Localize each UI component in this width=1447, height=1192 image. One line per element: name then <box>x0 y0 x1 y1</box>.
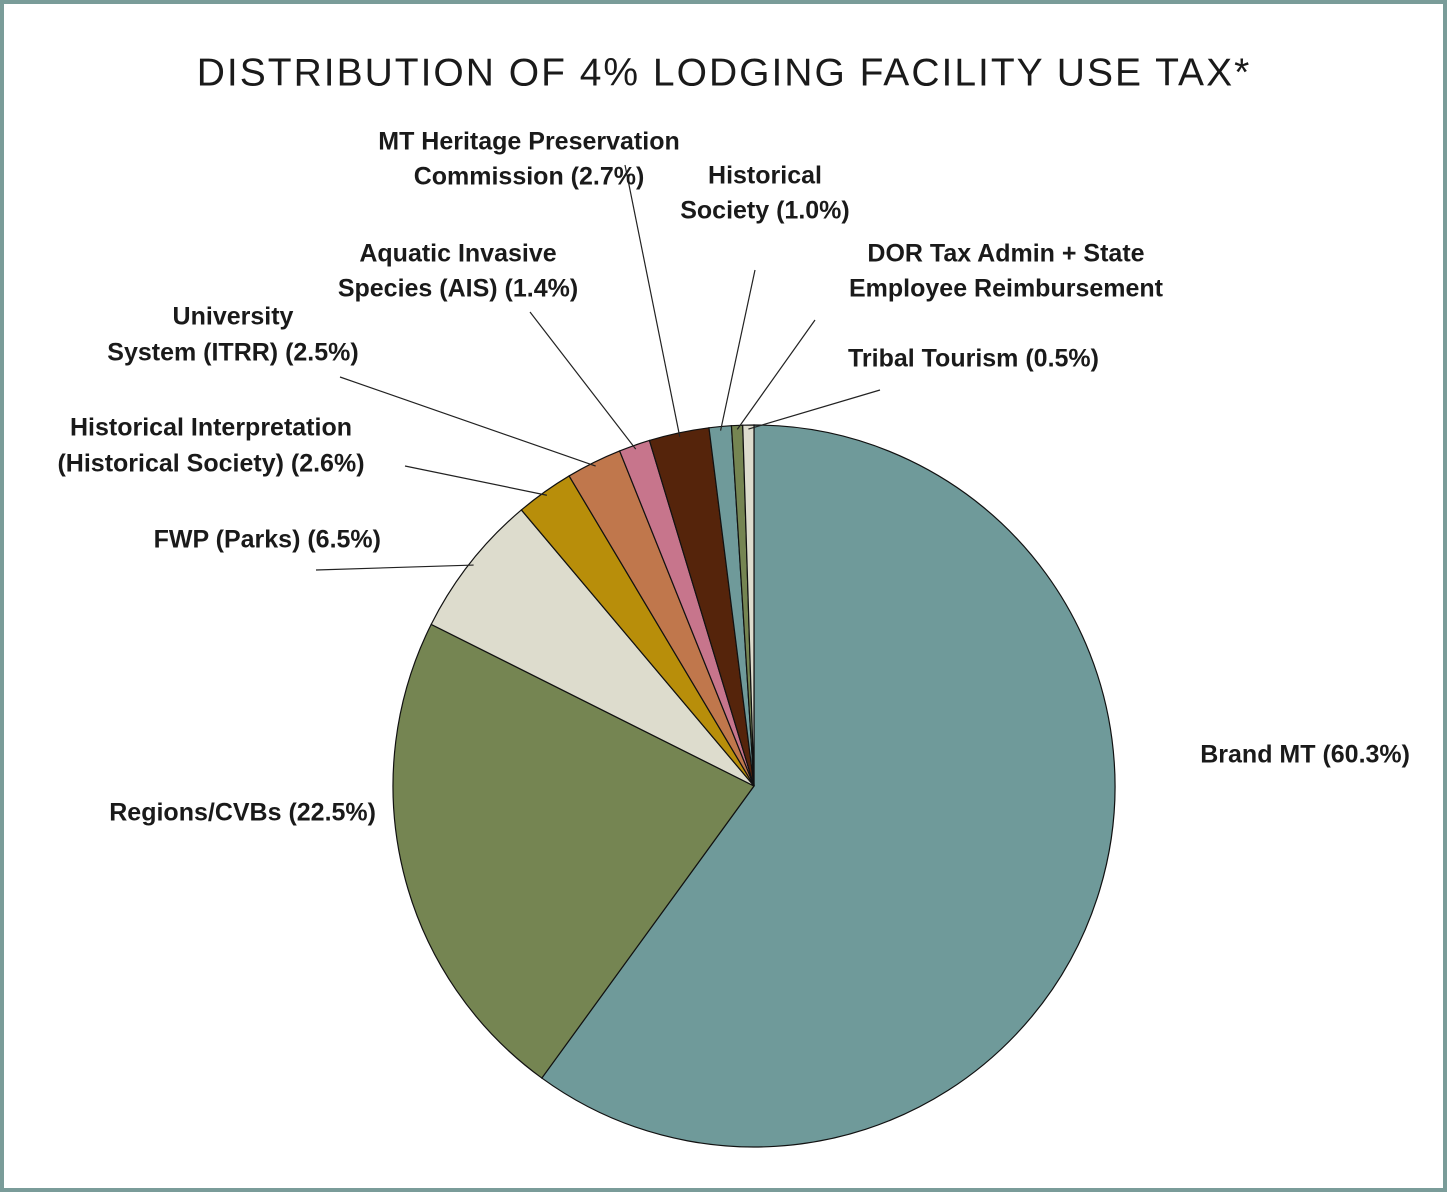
slice-label: Tribal Tourism (0.5%) <box>848 345 1099 373</box>
pie-slice <box>742 424 755 787</box>
leader-line <box>719 269 756 431</box>
slice-label: Employee Reimbursement <box>849 275 1164 303</box>
slice-label: MT Heritage Preservation <box>378 128 680 156</box>
pie-slice <box>540 424 1116 1148</box>
slice-label: Aquatic Invasive <box>359 240 556 268</box>
chart-title: DISTRIBUTION OF 4% LODGING FACILITY USE … <box>197 51 1252 94</box>
leader-line <box>339 376 596 467</box>
pie-slice <box>392 623 755 1079</box>
pie-slice <box>430 509 755 787</box>
slice-label: Historical <box>708 162 822 190</box>
slice-label: Commission (2.7%) <box>414 163 645 191</box>
slice-label: University <box>173 303 294 331</box>
leader-line <box>404 465 547 496</box>
leader-line <box>736 319 816 430</box>
slice-label: Brand MT (60.3%) <box>1200 741 1410 769</box>
leader-line <box>624 164 681 437</box>
slice-label: Society (1.0%) <box>680 197 850 225</box>
slice-label: Regions/CVBs (22.5%) <box>109 799 376 827</box>
slice-label: DOR Tax Admin + State <box>867 240 1144 268</box>
slice-label: Historical Interpretation <box>70 414 352 442</box>
slice-label: FWP (Parks) (6.5%) <box>154 526 381 554</box>
slice-label: System (ITRR) (2.5%) <box>107 339 358 367</box>
slice-label: (Historical Society) (2.6%) <box>57 450 364 478</box>
leader-line <box>315 564 474 571</box>
slice-label: Species (AIS) (1.4%) <box>338 275 578 303</box>
leader-line <box>529 311 637 450</box>
leader-line <box>748 389 881 430</box>
